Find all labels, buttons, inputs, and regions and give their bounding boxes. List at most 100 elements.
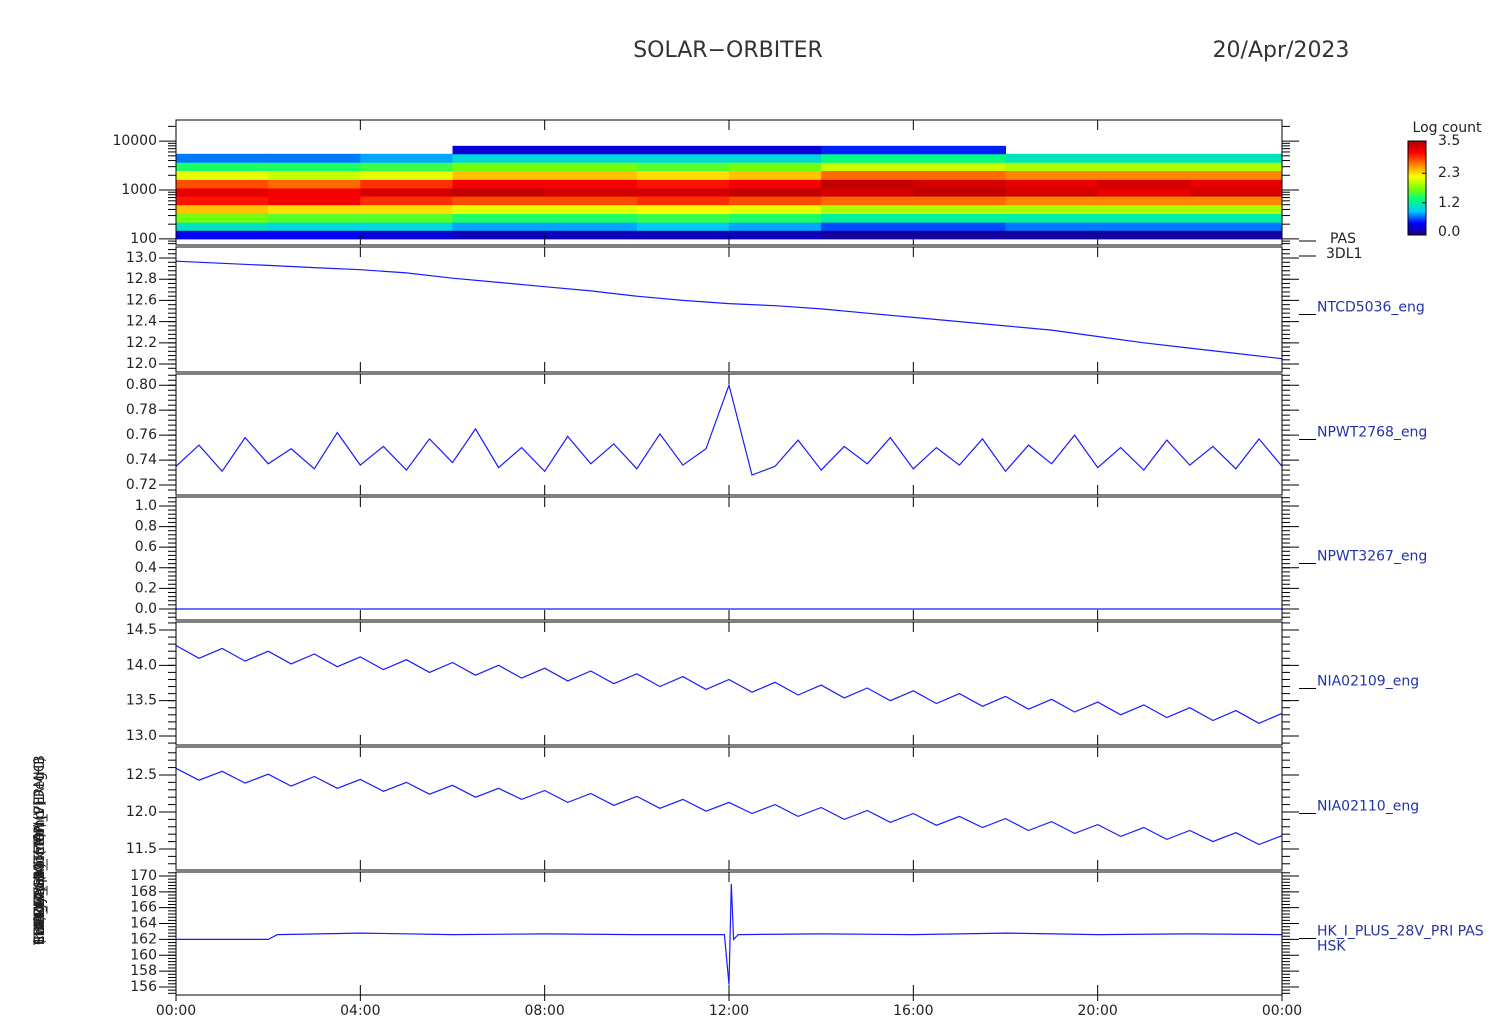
heat-cell [360, 162, 453, 172]
heat-cell [1005, 187, 1099, 197]
heat-cell [544, 196, 638, 206]
y-tick-label: 164 [130, 916, 157, 932]
y-tick-label: 12.0 [126, 804, 157, 820]
heat-cell [1189, 162, 1283, 172]
y-tick-label: 12.4 [126, 314, 157, 330]
heat-cell [544, 222, 638, 231]
y-axis-label: CDPU Approx Temp (DegC) [32, 757, 48, 945]
heat-cell [1097, 196, 1191, 206]
heat-cell [268, 222, 361, 231]
panel-frame [175, 746, 1283, 871]
heat-cell [821, 204, 914, 215]
heat-cell [452, 162, 546, 172]
heat-cell [176, 179, 269, 189]
y-tick-label: 100 [130, 231, 157, 247]
heat-cell [268, 204, 361, 215]
heat-cell [360, 204, 453, 215]
heat-cell [268, 170, 361, 180]
heat-cell [821, 230, 914, 240]
heat-cell [1005, 230, 1099, 240]
heat-cell [176, 187, 269, 197]
heat-cell [1189, 196, 1283, 206]
colorbar-tick-label: 0.0 [1438, 224, 1460, 240]
heat-cell [452, 145, 546, 155]
right-label: HSK [1317, 939, 1346, 955]
heat-cell [1189, 170, 1283, 180]
heat-cell [268, 153, 361, 163]
heat-cell [1189, 222, 1283, 231]
heat-cell [1097, 170, 1191, 180]
heat-cell [913, 187, 1006, 197]
heat-cell [544, 230, 638, 240]
heat-cell [176, 204, 269, 215]
y-tick-label: 13.5 [126, 693, 157, 709]
data-line [175, 767, 1283, 846]
y-tick-label: 0.4 [135, 560, 157, 576]
colorbar-label: Log count [1413, 120, 1482, 136]
y-tick-label: 162 [130, 931, 157, 947]
heat-cell [729, 170, 822, 180]
heat-cell [1097, 213, 1191, 223]
heat-cell [1005, 162, 1099, 172]
heat-cell [268, 187, 361, 197]
heat-cell [729, 145, 822, 155]
heat-cell [1189, 153, 1283, 163]
heat-cell [913, 162, 1006, 172]
heat-cell [729, 179, 822, 189]
colorbar [1407, 140, 1427, 236]
heat-cell [1097, 230, 1191, 240]
heat-cell [1097, 153, 1191, 163]
y-tick-label: 14.0 [126, 657, 157, 673]
heat-cell [1189, 213, 1283, 223]
y-tick-label: 12.6 [126, 292, 157, 308]
x-tick-label: 16:00 [893, 1003, 933, 1019]
heat-cell [636, 187, 730, 197]
heat-cell [821, 187, 914, 197]
x-tick-label: 08:00 [524, 1003, 564, 1019]
heat-cell [1097, 187, 1191, 197]
heat-cell [544, 162, 638, 172]
heat-cell [544, 145, 638, 155]
panel-frame [175, 496, 1283, 621]
heat-cell [544, 179, 638, 189]
heat-cell [1005, 179, 1099, 189]
heat-cell [544, 204, 638, 215]
heat-cell [176, 196, 269, 206]
heat-cell [176, 230, 269, 240]
heat-cell [452, 222, 546, 231]
heat-cell [360, 187, 453, 197]
y-tick-label: 12.8 [126, 271, 157, 287]
heat-cell [1097, 179, 1191, 189]
heat-cell [1097, 162, 1191, 172]
y-tick-label: 0.8 [135, 519, 157, 535]
y-tick-label: 11.5 [126, 841, 157, 857]
x-tick-label: 00:00 [156, 1003, 196, 1019]
heat-cell [1189, 179, 1283, 189]
right-label: PAS [1330, 231, 1356, 247]
heat-cell [1005, 222, 1099, 231]
heat-cell [821, 222, 914, 231]
heat-cell [1189, 230, 1283, 240]
data-line [175, 260, 1283, 360]
y-tick-label: 0.0 [135, 601, 157, 617]
heat-cell [1189, 204, 1283, 215]
heat-cell [268, 213, 361, 223]
heat-cell [729, 162, 822, 172]
y-tick-label: 12.0 [126, 356, 157, 372]
heat-cell [636, 145, 730, 155]
heat-cell [636, 179, 730, 189]
heat-cell [636, 196, 730, 206]
heat-cell [268, 230, 361, 240]
right-label: NIA02110_eng [1317, 799, 1419, 815]
heat-cell [1005, 170, 1099, 180]
colorbar-tick-label: 1.2 [1438, 195, 1460, 211]
heat-cell [729, 230, 822, 240]
heat-cell [729, 204, 822, 215]
y-tick-label: 0.80 [126, 377, 157, 393]
colorbar-tick-label: 2.3 [1438, 165, 1460, 181]
heat-cell [360, 196, 453, 206]
heat-cell [1097, 222, 1191, 231]
y-axis-label: THERM_CA4 (nfo) [32, 822, 48, 946]
heat-cell [636, 162, 730, 172]
panel-frame [175, 373, 1283, 496]
